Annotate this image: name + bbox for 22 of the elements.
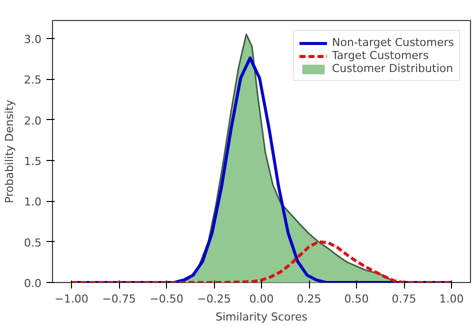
x-tick-label: 0.25 (296, 292, 322, 306)
x-tick-label: −0.50 (150, 292, 184, 306)
x-tick-label: 0.50 (344, 292, 369, 306)
x-tick-label: 1.00 (439, 292, 464, 306)
y-axis-title: Probability Density (3, 99, 16, 204)
x-tick-label: 0.75 (392, 292, 416, 306)
line-series (70, 240, 453, 282)
legend-label: Customer Distribution (332, 62, 454, 75)
y-tick-label: 0.0 (24, 277, 42, 290)
legend-label: Target Customers (332, 49, 429, 62)
x-axis-title: Similarity Scores (215, 310, 308, 324)
y-tick-label: 0.5 (24, 236, 42, 250)
x-tick-label: −1.00 (54, 292, 88, 306)
x-tick-label: −0.25 (197, 292, 231, 306)
y-tick-label: 3.0 (24, 32, 42, 46)
y-tick-label: 1.0 (24, 196, 42, 209)
y-tick-label: 2.5 (24, 74, 42, 87)
y-tick-label: 2.0 (24, 114, 42, 128)
legend-label: Non-target Customers (332, 36, 454, 49)
x-tick-label: 0.00 (249, 292, 274, 306)
x-tick-label: −0.75 (102, 292, 136, 306)
y-tick-label: 1.5 (24, 154, 42, 168)
